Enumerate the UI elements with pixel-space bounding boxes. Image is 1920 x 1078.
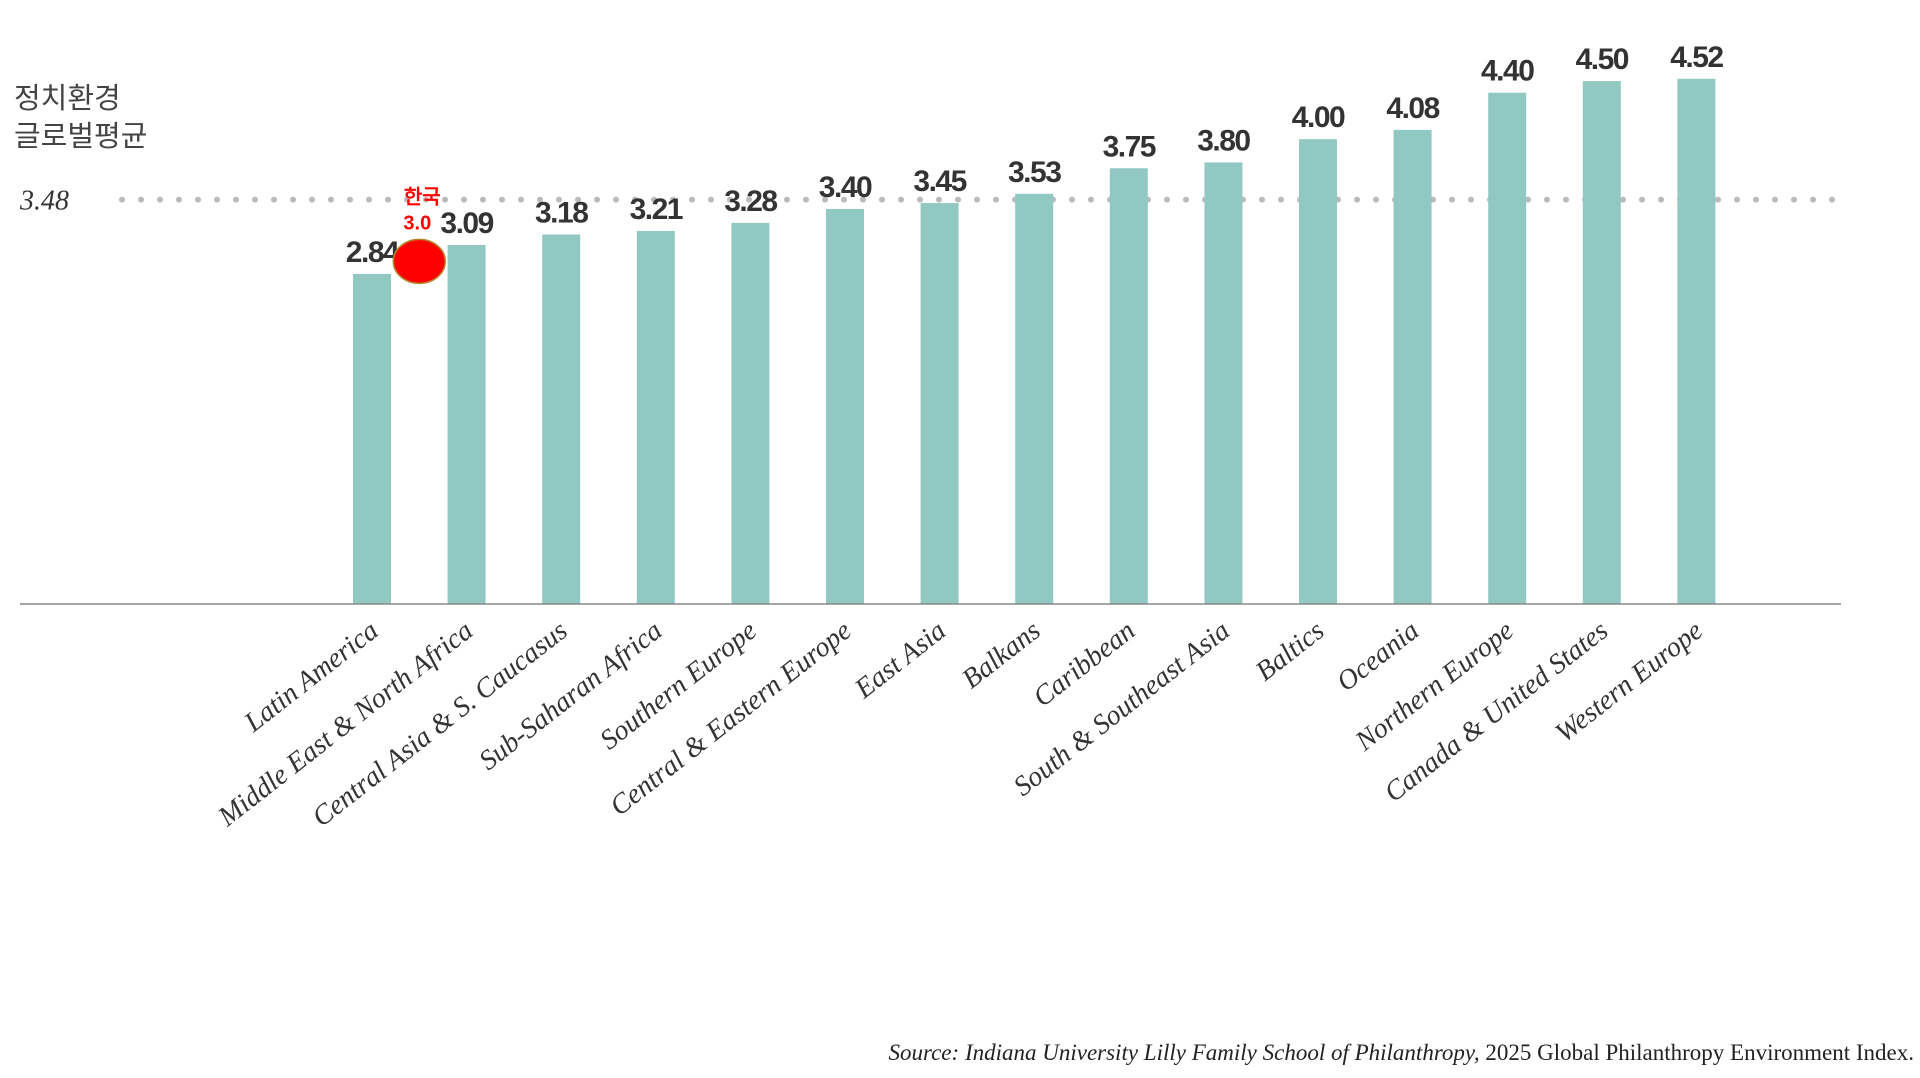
x-tick-label: Southern Europe [594, 615, 762, 756]
source-italic: Indiana University Lilly Family School o… [964, 1040, 1480, 1065]
source: Source: Indiana University Lilly Family … [889, 1040, 1915, 1065]
average-title-line: 글로벌평균 [14, 119, 147, 153]
bar [1677, 78, 1716, 604]
value-label: 3.75 [1103, 130, 1156, 163]
bar [1488, 92, 1527, 604]
x-tick-label: Baltics [1250, 615, 1330, 687]
bar [1393, 129, 1432, 605]
bar [826, 208, 864, 605]
bar [731, 222, 770, 604]
x-tick-label: Northern Europe [1349, 615, 1519, 758]
value-label: 3.53 [1008, 156, 1061, 189]
marker-value-label: 3.0 [403, 212, 431, 234]
marker [392, 238, 447, 285]
bar [1015, 193, 1054, 604]
x-tick-label: East Asia [848, 615, 951, 705]
bar [1299, 139, 1337, 604]
value-label: 2.84 [346, 236, 400, 269]
marker-label: 한국 [404, 184, 441, 208]
value-label: 3.21 [630, 193, 683, 226]
x-tick-label: Balkans [956, 615, 1046, 695]
value-label: 3.09 [440, 207, 493, 240]
bar [636, 230, 675, 605]
value-label: 3.45 [913, 165, 966, 198]
bar [920, 203, 959, 605]
value-label: 3.18 [535, 196, 588, 229]
bar [1109, 168, 1148, 604]
bar [542, 234, 581, 604]
average-title-line: 정치환경 [14, 81, 121, 115]
value-label: 3.28 [724, 185, 777, 218]
value-label: 4.40 [1481, 55, 1534, 88]
value-label: 3.80 [1197, 124, 1250, 157]
value-label: 4.50 [1576, 43, 1629, 76]
average-value-label: 3.48 [19, 186, 69, 217]
value-label: 4.00 [1292, 101, 1345, 134]
value-label: 3.40 [819, 171, 872, 204]
bar [447, 244, 486, 604]
source-prefix: Source: [889, 1040, 960, 1065]
bar [1582, 81, 1621, 605]
bar [353, 273, 391, 604]
source-rest: 2025 Global Philanthropy Environment Ind… [1485, 1040, 1914, 1065]
bar [1204, 162, 1243, 604]
value-label: 4.08 [1386, 92, 1439, 125]
value-label: 4.52 [1670, 41, 1723, 74]
